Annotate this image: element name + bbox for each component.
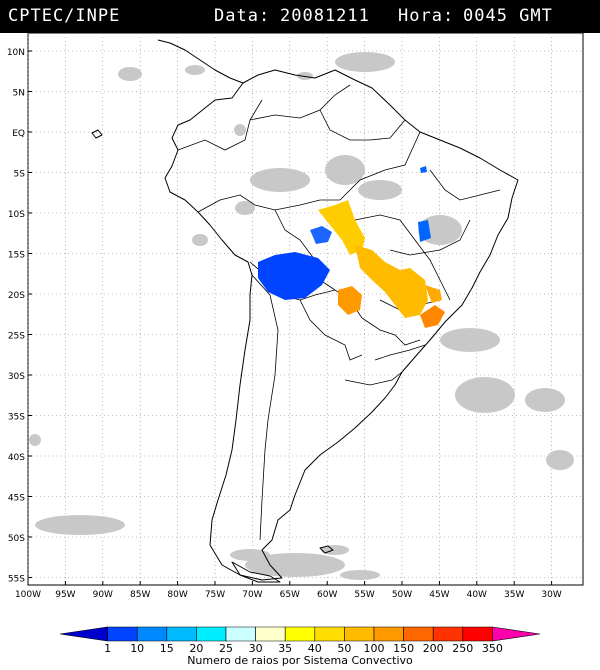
source-label: CPTEC/INPE <box>8 6 121 26</box>
colorbar-tick-label: 1 <box>104 642 111 655</box>
tierra-del-fuego <box>231 561 281 583</box>
lat-label: 35S <box>8 413 25 423</box>
cell-orange-3 <box>425 285 442 303</box>
lon-label: 85W <box>130 590 150 600</box>
hour-value: 0045 GMT <box>463 6 553 26</box>
colorbar-segment <box>225 626 256 642</box>
lon-label: 80W <box>167 590 187 600</box>
lon-label: 30W <box>541 590 561 600</box>
colorbar-tick-label: 200 <box>423 642 444 655</box>
colorbar-segment <box>59 626 108 642</box>
hour-label: Hora: <box>398 6 455 26</box>
colorbar-segment <box>403 626 434 642</box>
lon-label: 60W <box>317 590 337 600</box>
date-value: 20081211 <box>280 6 370 26</box>
cell-blue-bolivia <box>258 252 330 300</box>
lat-label: 25S <box>8 332 25 342</box>
cell-yellow-2 <box>355 245 428 318</box>
lat-label: 5N <box>13 89 25 99</box>
lightning-cells <box>258 166 445 328</box>
lon-label: 70W <box>242 590 262 600</box>
lat-label: 30S <box>8 372 25 382</box>
colorbar-tick-label: 100 <box>364 642 385 655</box>
colorbar-tick-label: 350 <box>482 642 503 655</box>
colorbar-tick-label: 40 <box>308 642 322 655</box>
cell-yellow-1 <box>318 200 365 255</box>
cloud-cover <box>29 52 574 580</box>
colorbar-segment <box>344 626 375 642</box>
lon-label: 65W <box>280 590 300 600</box>
lat-label: 45S <box>8 494 25 504</box>
longitude-labels: 100W 95W 90W 85W 80W 75W 70W 65W 60W 55W 50W 45W 40W… <box>15 590 562 600</box>
latitude-labels: 10N 5N EQ 5S 10S 15S 20S 25S 30S 35S 40S 45S 50S 55S <box>7 48 25 585</box>
cell-blue-bahia <box>418 220 431 242</box>
colorbar-tick-label: 20 <box>189 642 203 655</box>
colorbar-segment <box>284 626 316 642</box>
colorbar-segment <box>314 626 345 642</box>
cell-orange-2 <box>420 305 445 328</box>
colorbar-tick-label: 25 <box>219 642 233 655</box>
cell-blue-mato-grosso <box>310 226 332 244</box>
colorbar-ticks: 1 10 15 20 25 30 35 40 50 100 150 200 250 350 <box>104 642 503 655</box>
lat-label: 10S <box>8 210 25 220</box>
lon-label: 55W <box>354 590 374 600</box>
lon-label: 95W <box>55 590 75 600</box>
central-america <box>157 39 244 84</box>
galapagos <box>91 129 103 139</box>
south-america-coast <box>164 69 519 581</box>
colorbar-segment <box>432 626 464 642</box>
colorbar-segment <box>136 626 168 642</box>
lat-label: 50S <box>8 534 25 544</box>
lon-label: 75W <box>205 590 225 600</box>
lon-label: 40W <box>467 590 487 600</box>
colorbar <box>59 626 541 642</box>
lon-label: 100W <box>15 590 41 600</box>
cell-orange-1 <box>338 286 362 315</box>
lon-label: 35W <box>504 590 524 600</box>
coastlines <box>91 39 519 583</box>
lon-label: 45W <box>429 590 449 600</box>
colorbar-segment <box>166 626 197 642</box>
legend-title: Numero de raios por Sistema Convectivo <box>187 654 413 667</box>
date-label: Data: <box>214 6 271 26</box>
colorbar-tick-label: 30 <box>249 642 263 655</box>
cell-blue-north <box>420 166 427 173</box>
map-frame <box>27 32 584 586</box>
lat-label: 10N <box>7 48 25 58</box>
lat-label: 15S <box>8 251 25 261</box>
colorbar-tick-label: 10 <box>130 642 144 655</box>
lon-label: 90W <box>93 590 113 600</box>
colorbar-tick-label: 50 <box>337 642 351 655</box>
lon-label: 50W <box>392 590 412 600</box>
lat-label: 20S <box>8 291 25 301</box>
colorbar-tick-label: 35 <box>278 642 292 655</box>
lat-label: 5S <box>14 170 26 180</box>
falklands <box>319 545 334 554</box>
colorbar-tick-label: 15 <box>160 642 174 655</box>
colorbar-segment <box>255 626 286 642</box>
title-bar: CPTEC/INPE Data: 20081211 Hora: 0045 GMT <box>0 0 600 33</box>
lat-label: 55S <box>8 575 25 585</box>
colorbar-tick-label: 150 <box>393 642 414 655</box>
colorbar-tick-label: 250 <box>452 642 473 655</box>
lat-label: 40S <box>8 453 25 463</box>
lat-label: EQ <box>12 129 25 139</box>
colorbar-segment <box>196 626 227 642</box>
colorbar-segment <box>462 626 493 642</box>
colorbar-segment <box>373 626 404 642</box>
colorbar-segment <box>492 626 541 642</box>
colorbar-segment <box>107 626 138 642</box>
